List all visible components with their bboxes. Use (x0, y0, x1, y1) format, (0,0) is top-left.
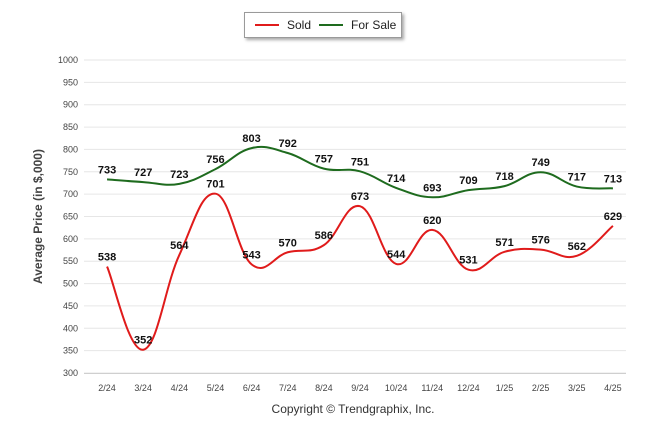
data-label-for-sale-11: 718 (495, 171, 513, 183)
y-tick-label-800: 800 (63, 144, 78, 154)
y-axis-title: Average Price (in $,000) (31, 149, 45, 284)
data-label-sold-3: 701 (206, 179, 224, 191)
data-label-sold-6: 586 (315, 230, 333, 242)
legend-item-for-sale: For Sale (319, 17, 396, 33)
y-tick-label-900: 900 (63, 100, 78, 110)
data-label-sold-13: 562 (568, 241, 586, 253)
y-tick-label-750: 750 (63, 167, 78, 177)
data-label-sold-11: 571 (495, 237, 513, 249)
x-tick-label-10-24: 10/24 (385, 383, 408, 393)
x-tick-label-4-25: 4/25 (604, 383, 622, 393)
data-label-for-sale-4: 803 (242, 133, 260, 145)
legend-label-for-sale: For Sale (351, 18, 397, 32)
y-tick-label-450: 450 (63, 301, 78, 311)
data-label-sold-7: 673 (351, 191, 369, 203)
y-tick-label-350: 350 (63, 346, 78, 356)
data-label-for-sale-8: 714 (387, 173, 406, 185)
x-tick-label-5-24: 5/24 (207, 383, 225, 393)
data-label-for-sale-7: 751 (351, 156, 369, 168)
x-tick-label-8-24: 8/24 (315, 383, 333, 393)
y-tick-label-600: 600 (63, 234, 78, 244)
data-label-sold-14: 629 (604, 211, 622, 223)
data-label-for-sale-3: 756 (206, 154, 224, 166)
y-tick-label-1000: 1000 (58, 55, 78, 65)
x-tick-label-3-25: 3/25 (568, 383, 586, 393)
y-tick-label-500: 500 (63, 279, 78, 289)
data-label-for-sale-5: 792 (279, 138, 297, 150)
data-label-for-sale-10: 709 (459, 175, 477, 187)
y-tick-label-550: 550 (63, 256, 78, 266)
x-tick-label-7-24: 7/24 (279, 383, 297, 393)
x-tick-label-1-25: 1/25 (496, 383, 514, 393)
legend-swatch-sold (255, 24, 279, 26)
data-label-sold-4: 543 (242, 249, 260, 261)
legend-label-sold: Sold (287, 18, 312, 32)
data-label-for-sale-12: 749 (531, 157, 549, 169)
data-label-for-sale-13: 717 (568, 172, 586, 184)
legend-swatch-for-sale (319, 24, 343, 26)
data-label-sold-9: 620 (423, 215, 441, 227)
data-label-sold-8: 544 (387, 249, 406, 261)
data-label-for-sale-6: 757 (315, 154, 333, 166)
x-tick-label-6-24: 6/24 (243, 383, 261, 393)
data-label-sold-5: 570 (279, 237, 297, 249)
legend: Sold For Sale (244, 12, 402, 38)
x-tick-label-3-24: 3/24 (134, 383, 152, 393)
y-tick-label-650: 650 (63, 212, 78, 222)
y-tick-label-950: 950 (63, 77, 78, 87)
data-label-sold-12: 576 (531, 235, 549, 247)
x-tick-label-12-24: 12/24 (457, 383, 480, 393)
series-line-sold (106, 192, 614, 351)
data-label-sold-1: 352 (134, 335, 152, 347)
series-line-for-sale (106, 145, 613, 199)
x-tick-label-4-24: 4/24 (171, 383, 189, 393)
y-tick-label-300: 300 (63, 368, 78, 378)
legend-item-sold: Sold (255, 17, 311, 33)
data-label-for-sale-2: 723 (170, 169, 188, 181)
data-label-sold-10: 531 (459, 255, 477, 267)
x-tick-label-11-24: 11/24 (421, 383, 443, 393)
data-label-for-sale-9: 693 (423, 182, 441, 194)
x-tick-label-9-24: 9/24 (351, 383, 369, 393)
data-label-sold-0: 538 (98, 252, 116, 264)
data-label-for-sale-0: 733 (98, 164, 116, 176)
data-label-for-sale-1: 727 (134, 167, 152, 179)
data-label-for-sale-14: 713 (604, 173, 622, 185)
y-tick-label-400: 400 (63, 323, 78, 333)
x-tick-label-2-24: 2/24 (98, 383, 116, 393)
copyright-text: Copyright © Trendgraphix, Inc. (271, 402, 435, 416)
data-label-sold-2: 564 (170, 240, 189, 252)
y-tick-label-850: 850 (63, 122, 78, 132)
x-tick-label-2-25: 2/25 (532, 383, 550, 393)
y-tick-label-700: 700 (63, 189, 78, 199)
